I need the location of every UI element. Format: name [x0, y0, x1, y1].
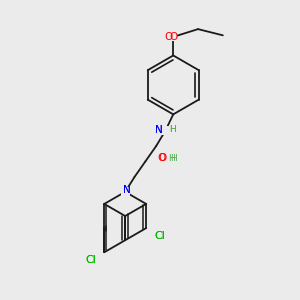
Text: O: O — [169, 32, 177, 42]
Bar — [158, 154, 176, 163]
Text: H: H — [169, 125, 176, 134]
Text: N: N — [123, 185, 130, 195]
Text: Cl: Cl — [85, 255, 96, 265]
Text: H: H — [168, 154, 175, 163]
Text: N: N — [155, 124, 163, 134]
Text: Cl: Cl — [155, 231, 166, 241]
Text: H: H — [170, 154, 177, 163]
Text: H: H — [169, 125, 176, 134]
Text: Cl: Cl — [85, 255, 96, 265]
Bar — [152, 232, 168, 240]
Text: Cl: Cl — [155, 231, 166, 241]
Bar — [170, 33, 177, 41]
Bar — [82, 256, 98, 264]
Bar — [121, 187, 130, 196]
Text: N: N — [155, 124, 163, 134]
Text: O: O — [157, 153, 166, 163]
Text: O: O — [158, 153, 166, 163]
Text: N: N — [123, 185, 130, 195]
Bar — [157, 125, 174, 135]
Text: O: O — [164, 32, 173, 42]
